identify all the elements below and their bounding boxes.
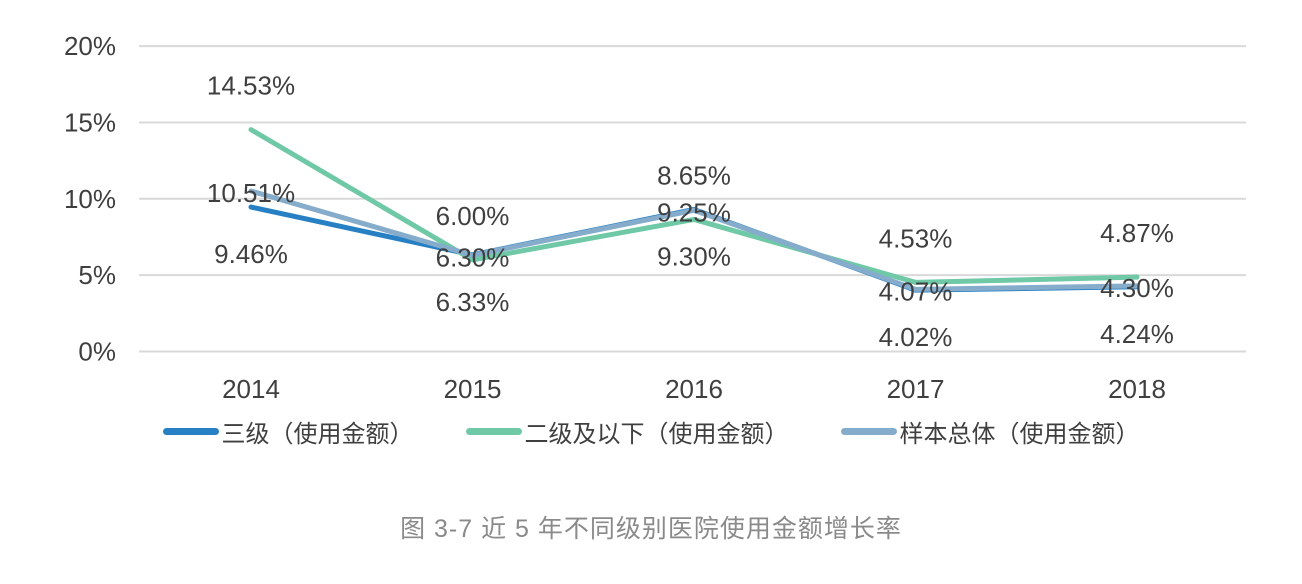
legend-swatch-tier3	[162, 427, 219, 435]
data-label-s2-p2: 9.25%	[657, 197, 731, 227]
legend-item-tier3: 三级（使用金额）	[162, 414, 414, 449]
legend-label-tier3: 三级（使用金额）	[221, 420, 414, 448]
data-label-s1-p0: 14.53%	[207, 71, 295, 101]
data-label-s2-p3: 4.07%	[879, 276, 953, 306]
data-label-s0-p1: 6.33%	[436, 287, 510, 317]
data-label-s2-p4: 4.30%	[1100, 273, 1174, 303]
legend: 三级（使用金额） 二级及以下（使用金额） 样本总体（使用金额）	[0, 414, 1302, 449]
x-tick-label: 2016	[665, 374, 723, 404]
legend-item-tier2-below: 二级及以下（使用金额）	[465, 414, 789, 449]
y-tick-label: 5%	[78, 260, 116, 290]
y-tick-label: 15%	[64, 107, 116, 137]
data-label-s0-p0: 9.46%	[214, 239, 288, 269]
series-line-1	[248, 127, 1140, 285]
data-label-s0-p3: 4.02%	[879, 322, 953, 352]
series-line-2	[248, 188, 1140, 292]
y-tick-label: 0%	[78, 337, 116, 367]
legend-swatch-tier2-below	[465, 427, 522, 435]
data-label-s0-p2: 9.30%	[657, 241, 731, 271]
data-label-s0-p4: 4.24%	[1100, 319, 1174, 349]
x-tick-label: 2018	[1108, 374, 1166, 404]
data-label-s1-p4: 4.87%	[1100, 218, 1174, 248]
data-label-s1-p2: 8.65%	[657, 160, 731, 190]
x-tick-label: 2017	[887, 374, 945, 404]
y-tick-label: 20%	[64, 31, 116, 61]
figure-caption: 图 3-7 近 5 年不同级别医院使用金额增长率	[400, 515, 902, 543]
data-label-s1-p3: 4.53%	[879, 223, 953, 253]
legend-swatch-sample-total	[840, 427, 897, 435]
x-tick-label: 2015	[444, 374, 502, 404]
data-label-s2-p1: 6.30%	[436, 242, 510, 272]
y-tick-label: 10%	[64, 184, 116, 214]
data-label-s2-p0: 10.51%	[207, 178, 295, 208]
legend-label-sample-total: 样本总体（使用金额）	[899, 420, 1140, 448]
legend-item-sample-total: 样本总体（使用金额）	[840, 414, 1140, 449]
data-label-s1-p1: 6.00%	[436, 201, 510, 231]
x-tick-label: 2014	[222, 374, 280, 404]
legend-label-tier2-below: 二级及以下（使用金额）	[524, 420, 789, 448]
